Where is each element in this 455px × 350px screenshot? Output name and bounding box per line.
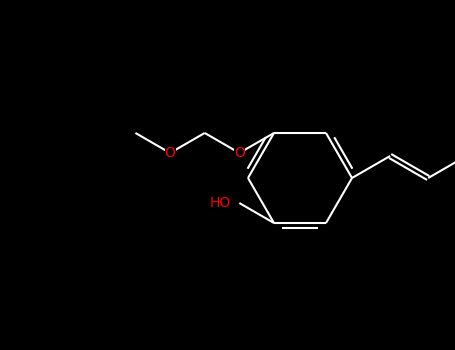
Text: HO: HO [210,196,231,210]
Text: O: O [165,146,176,160]
Text: O: O [234,146,245,160]
